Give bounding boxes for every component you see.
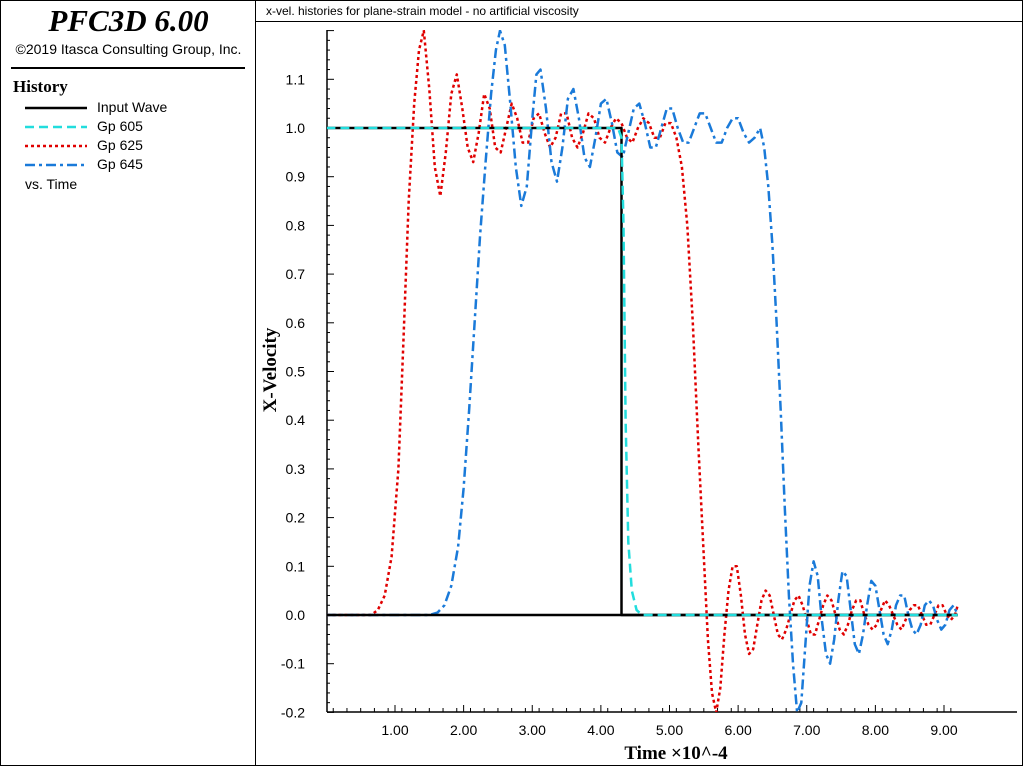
y-tick-label: 0.4	[286, 412, 306, 428]
x-tick-label: 2.00	[450, 722, 477, 738]
legend-label: Input Wave	[97, 99, 168, 115]
x-axis-label: Time ×10^-4	[624, 743, 728, 764]
x-tick-label: 3.00	[519, 722, 546, 738]
legend-panel: PFC3D 6.00 ©2019 Itasca Consulting Group…	[0, 0, 255, 766]
chart-title: x-vel. histories for plane-strain model …	[266, 4, 579, 18]
plot-frame	[255, 0, 1023, 766]
y-tick-label: 0.6	[286, 315, 306, 331]
legend-vs-label: vs. Time	[25, 176, 78, 192]
x-tick-label: 8.00	[862, 722, 889, 738]
x-tick-label: 7.00	[793, 722, 820, 738]
y-tick-label: 0.3	[286, 461, 306, 477]
legend-label: Gp 645	[97, 156, 143, 172]
y-tick-label: 0.0	[286, 607, 306, 623]
legend-heading: History	[13, 77, 68, 96]
legend-item-input-wave: Input Wave	[25, 99, 245, 117]
series-line-gp-605	[327, 126, 958, 617]
y-tick-label: 0.8	[286, 217, 306, 233]
y-tick-label: 0.5	[286, 364, 306, 380]
axes: -0.2 -0.1 0.0 0.1 0.2 0.3 0.4 0.5 0.6 0.7 0.8 0.9 1.…	[281, 30, 1017, 738]
x-tick-label: 4.00	[587, 722, 614, 738]
x-tick-label: 9.00	[930, 722, 957, 738]
legend-item-gp-645: Gp 645	[25, 156, 245, 174]
legend-item-gp-625: Gp 625	[25, 137, 245, 155]
y-tick-label: 0.1	[286, 558, 306, 574]
y-axis-label: X-Velocity	[260, 327, 281, 412]
copyright-text: ©2019 Itasca Consulting Group, Inc.	[15, 41, 242, 57]
y-tick-label: 0.2	[286, 510, 306, 526]
x-tick-label: 6.00	[725, 722, 752, 738]
legend-swatch-input-wave	[25, 106, 87, 110]
legend-swatch-gp-625	[25, 144, 87, 148]
x-tick-label: 5.00	[656, 722, 683, 738]
legend-label: Gp 605	[97, 118, 143, 134]
series-line-gp-645	[327, 30, 959, 712]
legend-swatch-gp-605	[25, 125, 87, 129]
legend-item-gp-605: Gp 605	[25, 118, 245, 136]
app-title: PFC3D 6.00	[48, 3, 209, 38]
series-layer	[327, 30, 959, 712]
x-tick-label: 1.00	[381, 722, 408, 738]
y-tick-label: 0.9	[286, 169, 306, 185]
axis-labels: Time ×10^-4 X-Velocity	[260, 327, 728, 764]
legend-label: Gp 625	[97, 137, 143, 153]
y-tick-label: -0.1	[281, 656, 305, 672]
y-tick-label: -0.2	[281, 704, 305, 720]
title-rule	[256, 21, 1022, 22]
y-tick-label: 1.0	[286, 120, 306, 136]
legend-swatch-gp-645	[25, 163, 87, 167]
divider	[11, 67, 245, 69]
series-line-input-wave	[327, 126, 958, 617]
y-tick-label: 0.7	[286, 266, 306, 282]
y-tick-label: 1.1	[286, 71, 306, 87]
series-line-gp-625	[327, 30, 959, 712]
